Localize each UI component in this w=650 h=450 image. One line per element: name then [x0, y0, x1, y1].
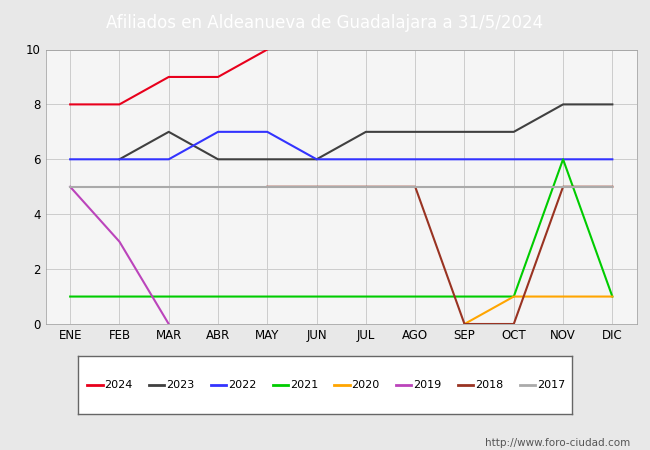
Text: 2020: 2020 — [352, 380, 380, 390]
Text: http://www.foro-ciudad.com: http://www.foro-ciudad.com — [486, 438, 630, 448]
Text: 2021: 2021 — [290, 380, 318, 390]
Text: 2018: 2018 — [475, 380, 503, 390]
Text: 2019: 2019 — [413, 380, 441, 390]
Text: 2024: 2024 — [105, 380, 133, 390]
Text: 2017: 2017 — [537, 380, 565, 390]
Text: 2022: 2022 — [228, 380, 257, 390]
Text: Afiliados en Aldeanueva de Guadalajara a 31/5/2024: Afiliados en Aldeanueva de Guadalajara a… — [107, 14, 543, 32]
Text: 2023: 2023 — [166, 380, 194, 390]
